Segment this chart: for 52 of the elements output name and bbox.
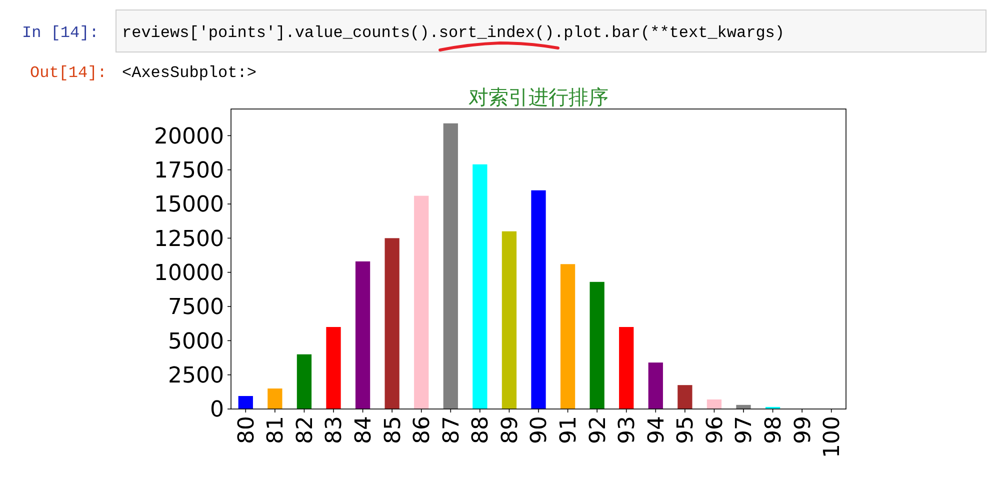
text: In [14]:	[22, 24, 99, 42]
bar	[268, 388, 282, 409]
bar	[238, 396, 253, 409]
x-tick-label: 88	[468, 416, 494, 444]
y-tick-label: 12500	[154, 226, 224, 252]
x-tick-label: 91	[556, 416, 582, 444]
x-tick-label: 86	[410, 416, 436, 444]
bar	[472, 164, 488, 409]
bar	[590, 282, 604, 409]
x-tick-label: 87	[439, 416, 464, 444]
x-tick-label: 83	[322, 416, 348, 444]
bar	[384, 238, 400, 409]
x-tick-label: 95	[674, 416, 699, 444]
x-tick-label: 89	[498, 416, 523, 444]
text: <AxesSubplot:>	[122, 64, 256, 82]
bar	[414, 196, 429, 409]
x-tick-label: 96	[702, 416, 728, 444]
y-tick-label: 0	[210, 398, 224, 423]
y-tick-label: 10000	[154, 261, 224, 286]
bar	[619, 326, 634, 409]
bar	[443, 123, 458, 409]
y-tick-label: 17500	[154, 158, 224, 184]
x-tick-label: 100	[820, 416, 846, 458]
text: Out[14]:	[30, 64, 107, 82]
bar	[531, 190, 546, 409]
x-tick-label: 98	[761, 416, 786, 444]
chart-title: 对索引进行排序	[468, 85, 608, 109]
x-tick-label: 94	[644, 416, 670, 444]
bar	[296, 354, 312, 409]
y-tick-label: 15000	[154, 192, 224, 218]
x-tick-label: 97	[732, 416, 758, 444]
x-tick-label: 82	[292, 416, 318, 444]
bar	[706, 399, 722, 409]
y-tick-label: 2500	[168, 364, 224, 389]
bar	[678, 385, 692, 409]
bar	[355, 261, 370, 409]
y-tick-label: 20000	[154, 124, 224, 150]
bar	[502, 231, 517, 409]
text: reviews['points'].value_counts().sort_index().plot.bar(**text_kwargs)	[122, 24, 785, 42]
x-tick-label: 99	[790, 416, 816, 444]
y-tick-label: 7500	[168, 295, 224, 320]
bar	[648, 362, 663, 409]
x-tick-label: 93	[615, 416, 640, 444]
x-tick-label: 80	[234, 416, 260, 444]
y-tick-label: 5000	[168, 329, 224, 354]
x-tick-label: 92	[586, 416, 611, 444]
bar	[560, 264, 576, 409]
x-tick-label: 85	[380, 416, 406, 444]
x-tick-label: 90	[527, 416, 552, 444]
x-tick-label: 84	[351, 416, 376, 444]
bar	[326, 326, 341, 409]
x-tick-label: 81	[264, 416, 289, 444]
